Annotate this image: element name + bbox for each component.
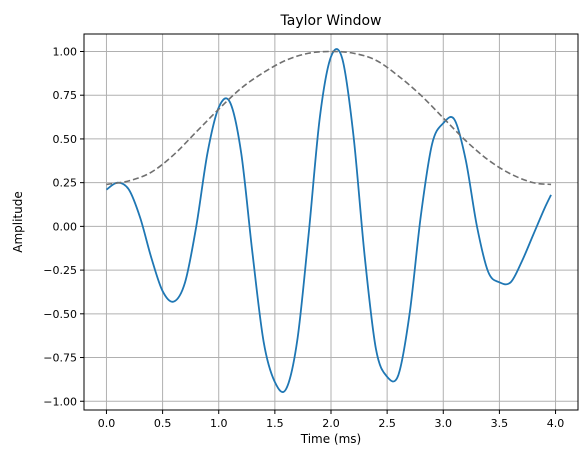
y-tick-label: 0.00 — [53, 220, 78, 233]
x-axis-label: Time (ms) — [300, 432, 362, 446]
x-tick-label: 1.5 — [266, 417, 284, 430]
y-tick-label: 0.25 — [53, 177, 78, 190]
x-tick-label: 1.0 — [210, 417, 228, 430]
x-tick-label: 2.5 — [378, 417, 396, 430]
x-tick-label: 0.0 — [98, 417, 116, 430]
grid — [84, 34, 578, 410]
y-tick-label: −0.50 — [43, 308, 77, 321]
x-tick-label: 2.0 — [322, 417, 340, 430]
y-tick-label: 1.00 — [53, 45, 78, 58]
y-tick-label: −1.00 — [43, 395, 77, 408]
y-tick-label: 0.75 — [53, 89, 78, 102]
y-tick-label: −0.75 — [43, 352, 77, 365]
series-layer — [105, 48, 552, 393]
y-tick-label: −0.25 — [43, 264, 77, 277]
y-axis-label: Amplitude — [11, 191, 25, 253]
signal-series-line — [105, 48, 552, 393]
chart-title: Taylor Window — [280, 13, 382, 29]
x-tick-label: 3.5 — [491, 417, 509, 430]
envelope-series-line — [106, 50, 552, 186]
y-tick-label: 0.50 — [53, 133, 78, 146]
x-tick-label: 3.0 — [435, 417, 453, 430]
x-tick-label: 0.5 — [154, 417, 172, 430]
x-tick-label: 4.0 — [547, 417, 565, 430]
ticks: 0.0 0.5 1.0 1.5 2.0 2.5 3.0 3.5 4.0 −1.00 −0.75 −0.… — [43, 45, 564, 430]
